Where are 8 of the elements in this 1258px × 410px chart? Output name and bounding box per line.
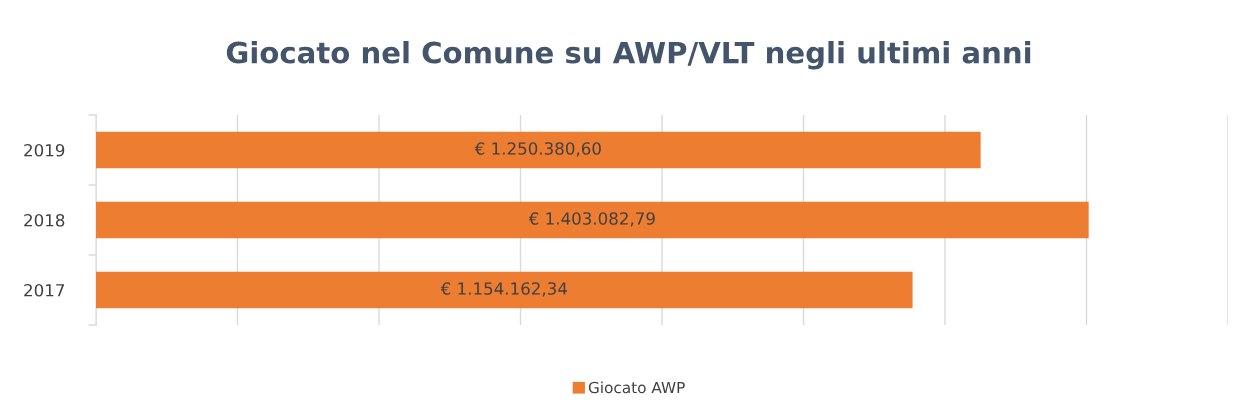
chart-title: Giocato nel Comune su AWP/VLT negli ultimi anni [226, 41, 1031, 70]
data-label: € 1.250.380,60 [474, 142, 601, 157]
data-label: € 1.154.162,34 [440, 282, 567, 297]
y-tick-label: 2018 [24, 213, 65, 227]
data-label: € 1.403.082,79 [528, 212, 655, 227]
legend-label: Giocato AWP [588, 381, 685, 394]
y-tick-label: 2017 [24, 283, 65, 297]
y-tick-label: 2019 [24, 143, 65, 157]
